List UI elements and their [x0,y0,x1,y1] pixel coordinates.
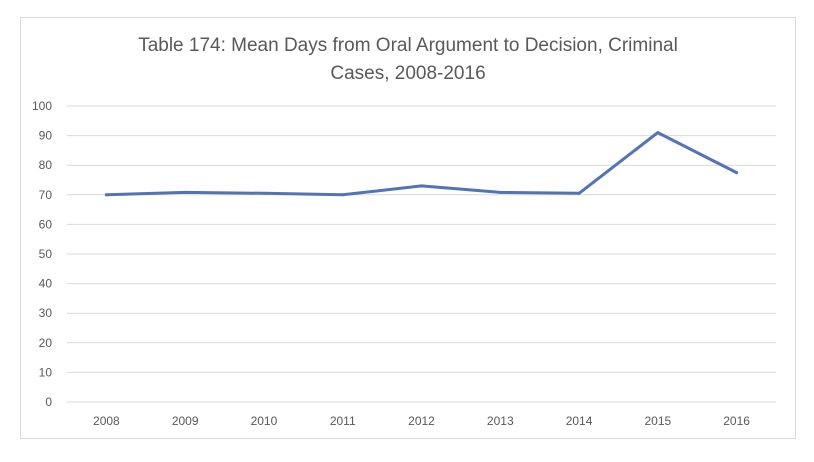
y-tick-label: 30 [39,306,53,320]
y-tick-label: 60 [39,217,53,231]
data-point [420,184,423,188]
gridlines [67,105,776,403]
data-point [577,191,581,195]
x-tick-label: 2011 [330,414,356,428]
data-point [341,193,345,197]
data-point [656,131,660,135]
x-axis-tick-labels: 2008 2009 2010 2011 2012 2013 2014 2015 2016 [93,414,750,428]
y-tick-label: 90 [39,129,53,143]
y-tick-label: 70 [39,188,53,202]
y-tick-label: 40 [39,277,53,291]
x-tick-label: 2016 [723,414,750,428]
x-tick-label: 2014 [566,414,593,428]
chart-title: Table 174: Mean Days from Oral Argument … [20,32,796,88]
y-tick-label: 20 [39,336,53,350]
x-tick-label: 2008 [93,414,120,428]
data-point [262,191,266,195]
y-tick-label: 100 [32,99,52,113]
data-point [104,193,108,197]
y-tick-label: 80 [39,158,53,172]
x-tick-label: 2009 [172,414,199,428]
data-point [735,171,739,175]
y-tick-label: 10 [39,365,53,379]
data-point [183,190,187,194]
data-point [498,190,502,194]
chart-frame [20,17,796,439]
y-tick-label: 50 [39,247,53,261]
x-tick-label: 2013 [487,414,514,428]
chart-title-line-2: Cases, 2008-2016 [330,63,486,84]
y-axis-tick-labels: 0 10 20 30 40 50 60 70 80 90 100 [32,99,52,409]
x-tick-label: 2015 [644,414,671,428]
y-tick-label: 0 [45,395,52,409]
chart-title-line-1: Table 174: Mean Days from Oral Argument … [138,35,678,56]
series-group [104,131,739,197]
x-tick-label: 2012 [408,414,435,428]
x-tick-label: 2010 [251,414,278,428]
